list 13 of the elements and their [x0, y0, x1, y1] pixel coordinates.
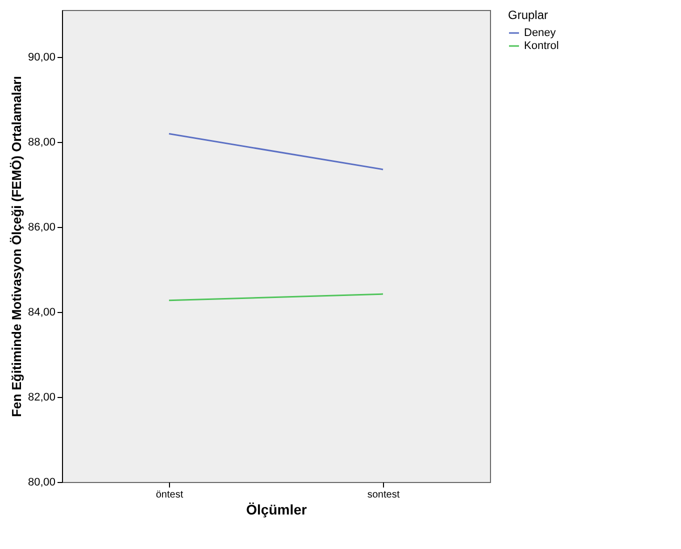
y-tick-label: 84,00: [28, 306, 56, 318]
y-tick-label: 82,00: [28, 391, 56, 404]
x-tick-label: öntest: [156, 490, 184, 500]
legend-label: Kontrol: [524, 40, 559, 52]
x-tick-label: sontest: [367, 490, 400, 500]
legend-title: Gruplar: [508, 8, 548, 22]
legend-label: Deney: [524, 27, 556, 39]
y-tick-label: 86,00: [28, 221, 56, 234]
x-axis-title: Ölçümler: [246, 502, 308, 518]
y-tick-label: 88,00: [28, 136, 56, 148]
y-tick-label: 80,00: [28, 476, 56, 488]
y-axis-title: Fen Eğitiminde Motivasyon Ölçeği (FEMÖ) Ortalamaları: [8, 76, 24, 417]
y-tick-label: 90,00: [28, 51, 56, 64]
